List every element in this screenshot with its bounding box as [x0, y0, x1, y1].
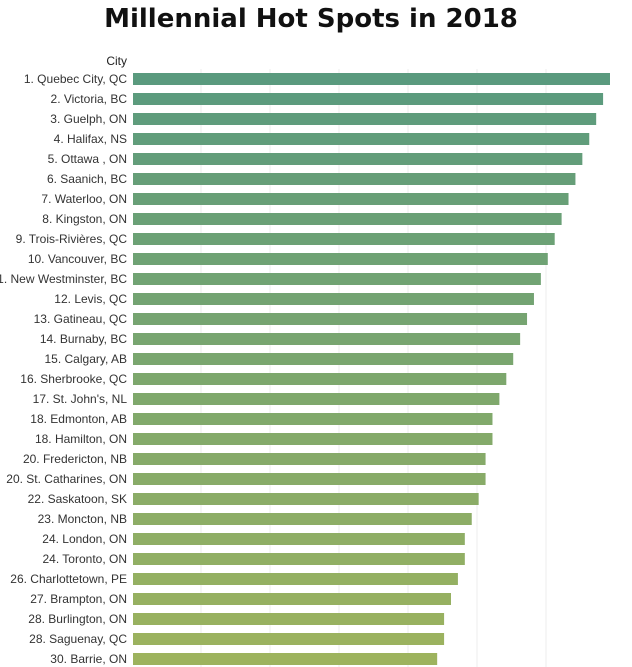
bar — [133, 113, 597, 125]
category-label: 17. St. John's, NL — [33, 392, 128, 406]
bar — [133, 273, 541, 285]
category-label: 5. Ottawa , ON — [48, 152, 127, 166]
bar — [133, 193, 569, 205]
category-label: 6. Saanich, BC — [47, 172, 127, 186]
category-label: 28. Saguenay, QC — [29, 632, 127, 646]
category-label: 20. St. Catharines, ON — [6, 472, 127, 486]
bar — [133, 613, 445, 625]
bar — [133, 473, 486, 485]
bar — [133, 413, 493, 425]
bar — [133, 393, 500, 405]
bar — [133, 353, 514, 365]
category-label: 10. Vancouver, BC — [28, 252, 128, 266]
bars — [133, 73, 610, 665]
bar — [133, 553, 465, 565]
category-label: 3. Guelph, ON — [50, 112, 127, 126]
category-label: 15. Calgary, AB — [45, 352, 128, 366]
category-label: 30. Barrie, ON — [50, 652, 127, 666]
bar — [133, 133, 590, 145]
category-label: 11. New Westminster, BC — [0, 272, 127, 286]
bar — [133, 533, 465, 545]
category-label: 24. London, ON — [42, 532, 127, 546]
category-label: 18. Edmonton, AB — [30, 412, 127, 426]
category-axis-label: City — [106, 54, 127, 68]
bar — [133, 173, 576, 185]
category-labels: 1. Quebec City, QC 2. Victoria, BC 3. Guel… — [0, 72, 127, 666]
bar — [133, 333, 521, 345]
bar — [133, 593, 451, 605]
bar — [133, 373, 507, 385]
bar — [133, 633, 445, 645]
bar — [133, 653, 438, 665]
category-label: 28. Burlington, ON — [28, 612, 127, 626]
category-label: 16. Sherbrooke, QC — [20, 372, 127, 386]
chart-title: Millennial Hot Spots in 2018 — [104, 4, 518, 34]
category-label: 20. Fredericton, NB — [23, 452, 127, 466]
bar — [133, 433, 493, 445]
bar — [133, 573, 458, 585]
bar — [133, 93, 604, 105]
category-label: 23. Moncton, NB — [38, 512, 127, 526]
category-label: 13. Gatineau, QC — [34, 312, 128, 326]
category-label: 8. Kingston, ON — [42, 212, 127, 226]
bar — [133, 153, 583, 165]
category-label: 12. Levis, QC — [54, 292, 127, 306]
category-label: 2. Victoria, BC — [51, 92, 128, 106]
category-label: 22. Saskatoon, SK — [28, 492, 127, 506]
bar — [133, 233, 555, 245]
gridlines — [200, 69, 547, 667]
category-label: 27. Brampton, ON — [30, 592, 127, 606]
category-label: 26. Charlottetown, PE — [10, 572, 127, 586]
category-label: 18. Hamilton, ON — [35, 432, 127, 446]
bar — [133, 513, 472, 525]
bar — [133, 493, 479, 505]
bar — [133, 253, 548, 265]
bar — [133, 313, 528, 325]
category-label: 7. Waterloo, ON — [41, 192, 127, 206]
category-label: 24. Toronto, ON — [43, 552, 128, 566]
category-label: 4. Halifax, NS — [54, 132, 127, 146]
category-label: 1. Quebec City, QC — [24, 72, 127, 86]
bar — [133, 293, 534, 305]
bar — [133, 213, 562, 225]
bar — [133, 453, 486, 465]
bar — [133, 73, 610, 85]
category-label: 14. Burnaby, BC — [40, 332, 127, 346]
category-label: 9. Trois-Rivières, QC — [16, 232, 128, 246]
